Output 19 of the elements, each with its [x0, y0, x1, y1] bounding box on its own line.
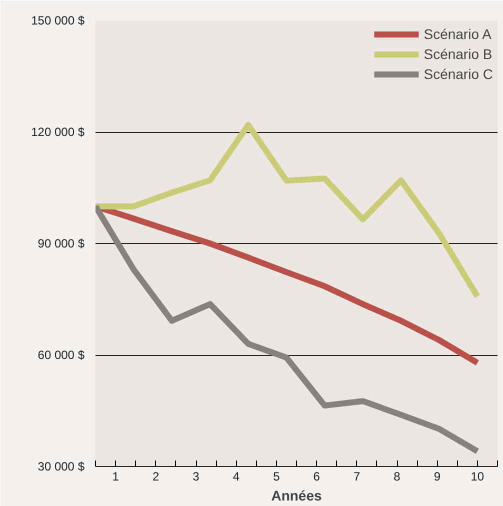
x-tick-label: 7 — [353, 470, 360, 484]
x-tick-label: 9 — [434, 470, 441, 484]
x-tick-label: 2 — [152, 470, 160, 484]
x-tick-label: 4 — [232, 470, 240, 484]
legend-label: Scénario C — [424, 66, 493, 82]
y-tick-label: 90 000 $ — [38, 236, 85, 250]
y-tick-label: 150 000 $ — [31, 14, 85, 28]
y-tick-label: 60 000 $ — [38, 348, 85, 362]
legend-label: Scénario A — [424, 26, 492, 42]
x-axis-title: Années — [271, 488, 322, 504]
y-tick-label: 120 000 $ — [31, 125, 85, 139]
x-tick-label: 1 — [112, 470, 120, 484]
x-tick-label: 3 — [192, 470, 200, 484]
x-tick-label: 5 — [273, 470, 280, 484]
x-tick-label: 8 — [394, 470, 401, 484]
x-tick-label: 6 — [313, 470, 320, 484]
legend-label: Scénario B — [424, 46, 492, 62]
y-tick-label: 30 000 $ — [38, 460, 85, 474]
x-tick-label: 10 — [470, 470, 484, 484]
